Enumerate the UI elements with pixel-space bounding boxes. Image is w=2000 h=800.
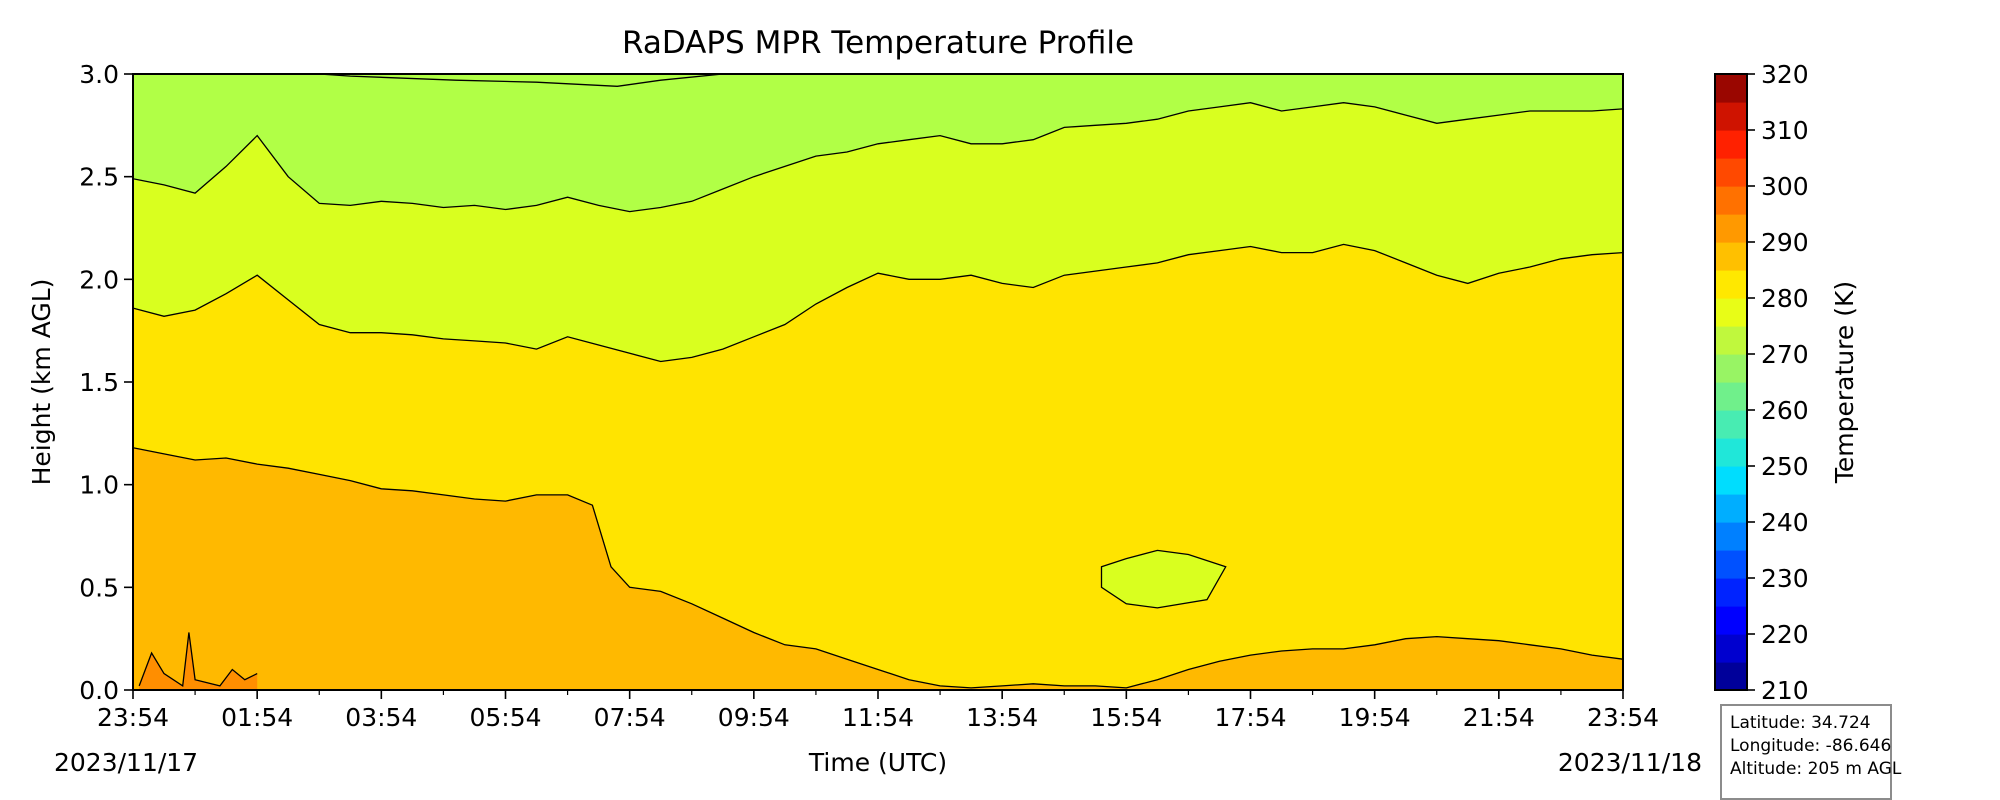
colorbar-segment [1715,326,1747,355]
colorbar-tick-label: 210 [1761,676,1809,705]
contour-line [1100,549,1227,609]
x-date-end: 2023/11/18 [1558,748,1702,777]
contour-lines [133,74,1623,689]
colorbar-tick-label: 220 [1761,620,1809,649]
colorbar-segment [1715,578,1747,607]
latitude-text: Latitude: 34.724 [1730,713,1871,733]
colorbar-segment [1715,242,1747,271]
colorbar-segment [1715,550,1747,579]
colorbar: 210 220 230 240 250 260 270 280 290 300 310 320 Tem… [1714,60,1859,705]
y-tick-label: 1.5 [79,368,119,397]
colorbar-tick-label: 270 [1761,340,1809,369]
chart-title: RaDAPS MPR Temperature Profile [622,25,1134,61]
x-tick-label: 01:54 [221,703,293,732]
colorbar-segment [1715,158,1747,187]
colorbar-segment [1715,438,1747,467]
plot-area [132,73,1624,691]
colorbar-segment [1715,214,1747,243]
y-tick-label: 0.0 [79,676,119,705]
colorbar-frame [1714,73,1748,691]
colorbar-tick-label: 260 [1761,396,1809,425]
colorbar-segment [1715,410,1747,439]
x-tick-label: 17:54 [1214,703,1286,732]
y-tick-label: 1.0 [79,471,119,500]
y-axis-label: Height (km AGL) [27,279,56,486]
colorbar-tick-label: 310 [1761,116,1809,145]
x-tick-label: 23:54 [1587,703,1659,732]
contour-bands [133,74,1623,690]
contour-line [133,447,1623,689]
contour-line [133,243,1623,363]
x-tick-label: 09:54 [718,703,790,732]
contour-line [133,102,1623,213]
x-tick-label: 15:54 [1090,703,1162,732]
altitude-text: Altitude: 205 m AGL [1730,759,1902,779]
band-285-290 [133,447,1623,690]
colorbar-tick-label: 230 [1761,564,1809,593]
x-tick-label: 11:54 [842,703,914,732]
colorbar-segment [1715,130,1747,159]
colorbar-tick-label: 280 [1761,284,1809,313]
x-tick-label: 13:54 [966,703,1038,732]
colorbar-tick-label: 290 [1761,228,1809,257]
colorbar-segment [1715,494,1747,523]
y-tick-label: 3.0 [79,60,119,89]
colorbar-segment [1715,298,1747,327]
colorbar-tick-label: 320 [1761,60,1809,89]
x-date-start: 2023/11/17 [54,748,198,777]
colorbar-segment [1715,466,1747,495]
colorbar-segment [1715,74,1747,103]
colorbar-label: Temperature (K) [1830,281,1859,484]
cool-island-fill [1101,550,1226,608]
colorbar-tick-label: 240 [1761,508,1809,537]
colorbar-segment [1715,662,1747,691]
colorbar-segment [1715,186,1747,215]
x-tick-label: 21:54 [1463,703,1535,732]
longitude-text: Longitude: -86.646 [1730,736,1892,756]
x-tick-label: 19:54 [1339,703,1411,732]
x-axis: 23:54 01:54 03:54 05:54 07:54 09:54 11:54 13:54… [97,690,1659,732]
y-axis: 0.0 0.5 1.0 1.5 2.0 2.5 3.0 [79,60,133,705]
colorbar-tick-label: 250 [1761,452,1809,481]
colorbar-segment [1715,382,1747,411]
contour-line [319,74,723,87]
contour-line [138,632,258,688]
x-tick-label: 05:54 [469,703,541,732]
colorbar-segment [1715,634,1747,663]
colorbar-segment [1715,522,1747,551]
x-tick-label: 03:54 [345,703,417,732]
y-tick-label: 2.5 [79,163,119,192]
x-axis-label: Time (UTC) [808,748,947,777]
colorbar-tick-label: 300 [1761,172,1809,201]
colorbar-segment [1715,354,1747,383]
x-tick-label: 23:54 [97,703,169,732]
y-tick-label: 2.0 [79,265,119,294]
colorbar-segment [1715,270,1747,299]
station-info-box: Latitude: 34.724 Longitude: -86.646 Alti… [1720,704,1902,800]
x-tick-label: 07:54 [594,703,666,732]
colorbar-segment [1715,606,1747,635]
y-tick-label: 0.5 [79,573,119,602]
colorbar-segment [1715,102,1747,131]
